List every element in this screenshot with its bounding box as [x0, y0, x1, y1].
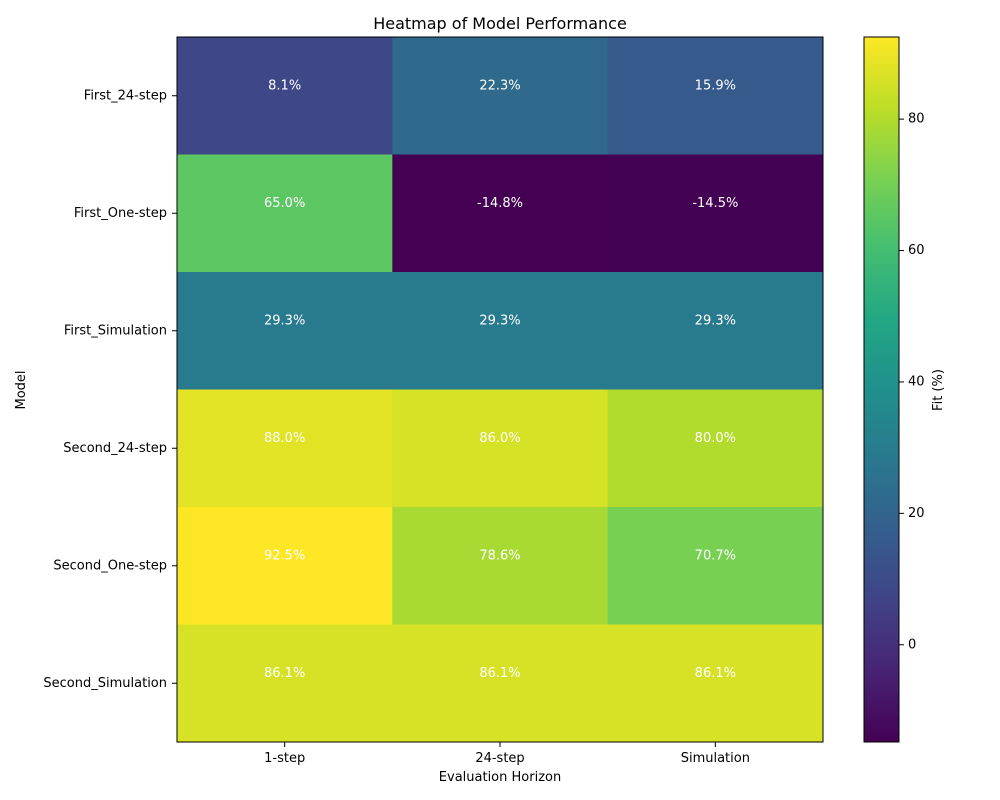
cell-value-label: 86.1%: [695, 666, 736, 681]
heatmap-cell: [177, 389, 393, 508]
heatmap-cell: [177, 507, 393, 625]
y-tick-label: First_24-step: [84, 88, 167, 103]
cell-value-label: -14.8%: [477, 196, 523, 211]
y-tick-label: Second_Simulation: [43, 676, 167, 691]
colorbar-gradient: [863, 36, 900, 743]
cell-value-label: 70.7%: [695, 548, 736, 563]
cell-value-label: 22.3%: [479, 78, 520, 93]
y-tick-label: First_One-step: [74, 206, 167, 221]
cell-value-label: 29.3%: [479, 313, 520, 328]
heatmap-cell: [607, 37, 824, 155]
x-axis-ticks: 1-step 24-step Simulation: [264, 742, 750, 766]
cell-value-label: 86.1%: [264, 666, 305, 681]
y-tick-label: First_Simulation: [64, 323, 167, 338]
y-axis-ticks: First_24-step First_One-step First_Simulat…: [43, 88, 177, 691]
colorbar-tick-label: 20: [908, 506, 925, 521]
cell-value-label: 86.0%: [479, 431, 520, 446]
heatmap-cell: [607, 624, 824, 743]
heatmap-cell: [177, 154, 393, 273]
y-axis-label: Model: [14, 370, 29, 409]
colorbar-tick-label: 40: [908, 374, 925, 389]
heatmap-cell: [607, 389, 824, 508]
heatmap-cell: [392, 272, 609, 390]
heatmap-cell: [177, 272, 393, 390]
heatmap-cell: [607, 507, 824, 625]
cell-value-label: 65.0%: [264, 196, 305, 211]
cell-value-label: 8.1%: [268, 78, 301, 93]
cell-value-label: 15.9%: [695, 78, 736, 93]
cell-value-label: 80.0%: [695, 431, 736, 446]
heatmap-cell: [392, 507, 609, 625]
cell-value-label: 88.0%: [264, 431, 305, 446]
x-tick-label: Simulation: [681, 751, 750, 766]
heatmap-cell: [607, 272, 824, 390]
cell-value-label: 86.1%: [479, 666, 520, 681]
cell-value-label: 29.3%: [695, 313, 736, 328]
heatmap-cell: [177, 37, 393, 155]
colorbar-ticks: 0 20 40 60 80: [899, 112, 925, 652]
cell-value-label: 29.3%: [264, 313, 305, 328]
y-tick-label: Second_24-step: [63, 441, 167, 456]
heatmap-cell: [392, 37, 609, 155]
x-tick-label: 24-step: [475, 751, 524, 766]
colorbar-tick-label: 0: [908, 637, 916, 652]
heatmap-cell: [392, 624, 609, 743]
colorbar-tick-label: 60: [908, 243, 925, 258]
cell-value-label: -14.5%: [692, 196, 738, 211]
colorbar-label: Fit (%): [931, 369, 946, 411]
heatmap-cells: [177, 37, 824, 743]
colorbar: 0 20 40 60 80 Fit (%): [863, 36, 946, 743]
cell-value-label: 78.6%: [479, 548, 520, 563]
y-tick-label: Second_One-step: [53, 558, 167, 573]
cell-value-label: 92.5%: [264, 548, 305, 563]
heatmap-cell: [392, 389, 609, 508]
chart-title: Heatmap of Model Performance: [373, 14, 627, 33]
colorbar-tick-label: 80: [908, 112, 925, 127]
heatmap-cell: [392, 154, 609, 273]
heatmap-cell: [177, 624, 393, 743]
heatmap-cell-labels: 8.1% 22.3% 15.9% 65.0% -14.8% -14.5% 29.3% 29.3…: [264, 78, 738, 681]
x-axis-label: Evaluation Horizon: [439, 770, 561, 785]
x-tick-label: 1-step: [264, 751, 305, 766]
heatmap-cell: [607, 154, 824, 273]
